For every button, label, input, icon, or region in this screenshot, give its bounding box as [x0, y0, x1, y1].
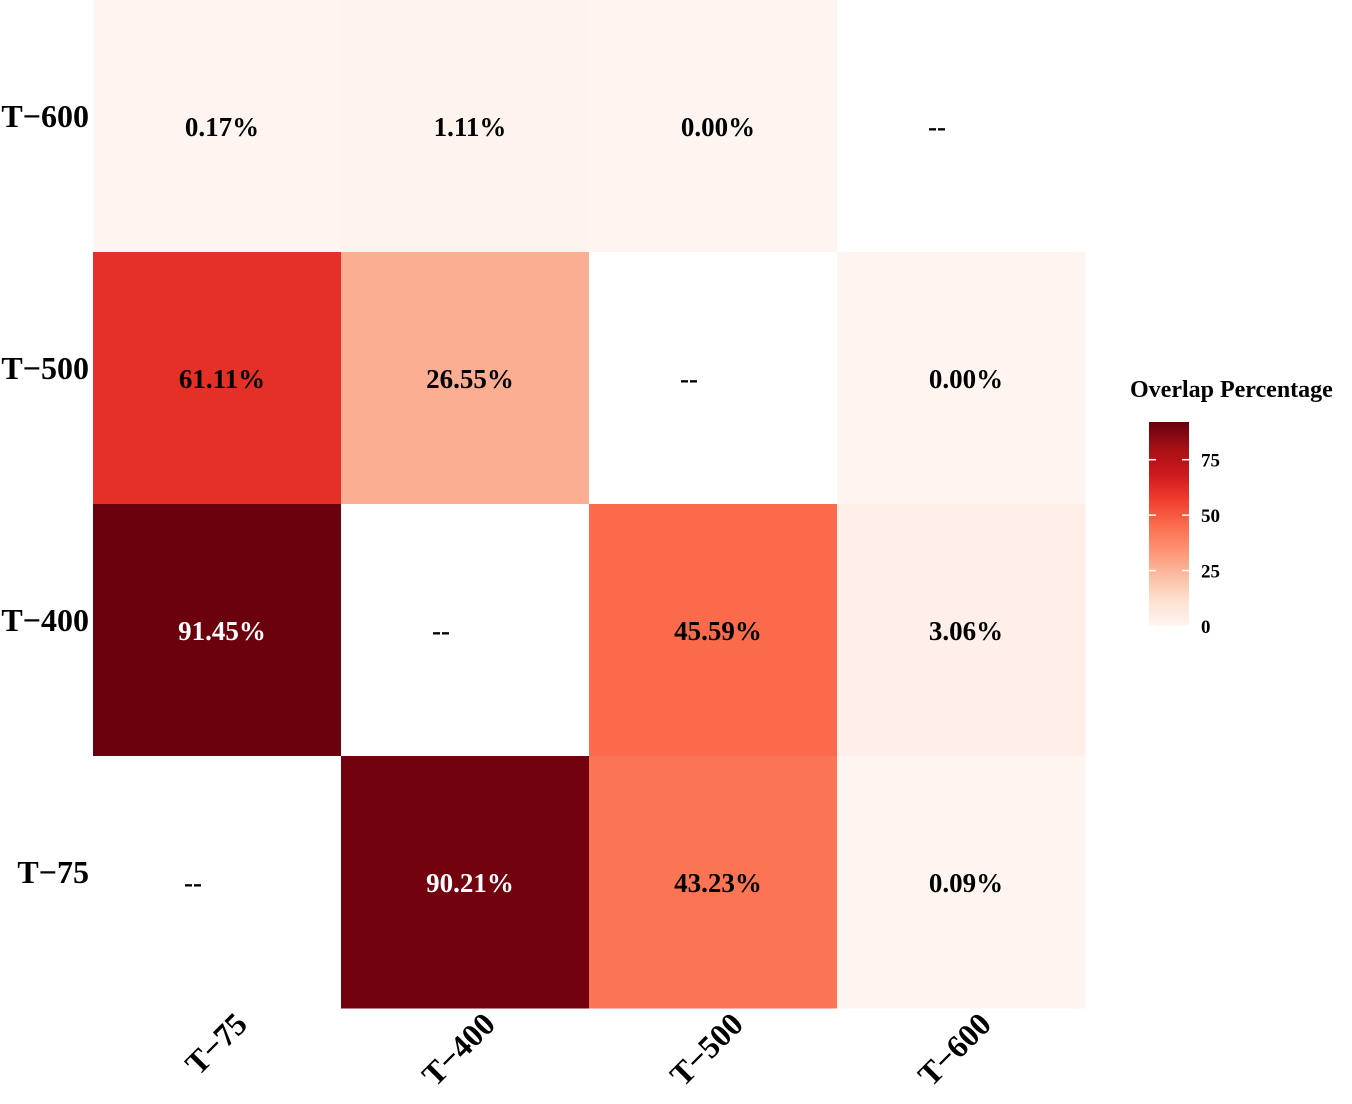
x-tick-label: T−400: [415, 1005, 502, 1092]
heatmap-cell-label: 0.00%: [681, 112, 755, 142]
heatmap-cell-label: 0.00%: [929, 364, 1003, 394]
heatmap-cell-label: --: [184, 868, 202, 898]
heatmap-cell-t75-t75: [93, 756, 342, 1009]
heatmap-cell-label: --: [432, 616, 450, 646]
heatmap-cell-label: 43.23%: [674, 868, 762, 898]
heatmap-cell-t75-t600: [93, 0, 342, 253]
heatmap-cell-t500-t75: [589, 756, 838, 1009]
heatmap-cell-t400-t400: [341, 504, 590, 757]
heatmap-cell-label: --: [680, 364, 698, 394]
heatmap-cell-t500-t400: [589, 504, 838, 757]
heatmap-cell-label: 3.06%: [929, 616, 1003, 646]
heatmap-cell-t75-t500: [93, 252, 342, 505]
heatmap-cell-label: 0.09%: [929, 868, 1003, 898]
heatmap-cell-label: --: [928, 112, 946, 142]
x-tick-label: T−75: [178, 1005, 254, 1081]
heatmap-cell-label: 91.45%: [178, 616, 266, 646]
heatmap-cell-label: 26.55%: [426, 364, 514, 394]
heatmap-cell-t400-t500: [341, 252, 590, 505]
legend: Overlap Percentage 0 25 50 75: [1130, 377, 1333, 638]
legend-tick-label: 50: [1201, 506, 1220, 527]
y-tick-label: T−400: [1, 602, 89, 638]
heatmap-cell-label: 1.11%: [434, 112, 507, 142]
y-tick-label: T−75: [17, 854, 89, 890]
heatmap-cell-label: 0.17%: [185, 112, 259, 142]
legend-tick-label: 0: [1201, 617, 1211, 638]
heatmap-cell-labels: 0.17% 1.11% 0.00% -- 61.11% 26.55% -- 0.00% 91.4…: [178, 112, 1003, 898]
heatmap-cell-t500-t500: [589, 252, 838, 505]
x-axis: T−75 T−400 T−500 T−600: [178, 1005, 998, 1092]
y-tick-label: T−500: [1, 350, 89, 386]
legend-tick-label: 75: [1201, 451, 1220, 472]
heatmap-cell-t400-t75: [341, 756, 590, 1009]
heatmap-cell-t600-t500: [837, 252, 1086, 505]
x-tick-label: T−600: [911, 1005, 998, 1092]
legend-tick-label: 25: [1201, 562, 1220, 583]
heatmap-cell-label: 61.11%: [179, 364, 265, 394]
y-axis: T−75 T−400 T−500 T−600: [1, 98, 89, 890]
heatmap-cell-t600-t600: [837, 0, 1086, 253]
heatmap-cell-t75-t400: [93, 504, 342, 757]
heatmap-cell-t400-t600: [341, 0, 590, 253]
y-tick-label: T−600: [1, 98, 89, 134]
heatmap-cell-label: 90.21%: [426, 868, 514, 898]
heatmap-cell-label: 45.59%: [674, 616, 762, 646]
x-tick-label: T−500: [663, 1005, 750, 1092]
legend-title: Overlap Percentage: [1130, 377, 1333, 403]
heatmap-cells: [93, 0, 1086, 1009]
legend-ticks: 0 25 50 75: [1149, 451, 1220, 638]
heatmap-cell-t500-t600: [589, 0, 838, 253]
legend-colorbar: [1149, 422, 1189, 626]
heatmap-cell-t600-t400: [837, 504, 1086, 757]
heatmap-cell-t600-t75: [837, 756, 1086, 1009]
